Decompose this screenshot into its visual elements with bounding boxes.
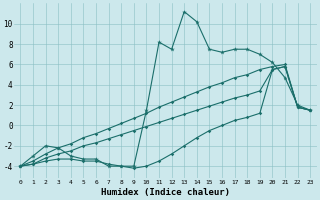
X-axis label: Humidex (Indice chaleur): Humidex (Indice chaleur)	[101, 188, 230, 197]
